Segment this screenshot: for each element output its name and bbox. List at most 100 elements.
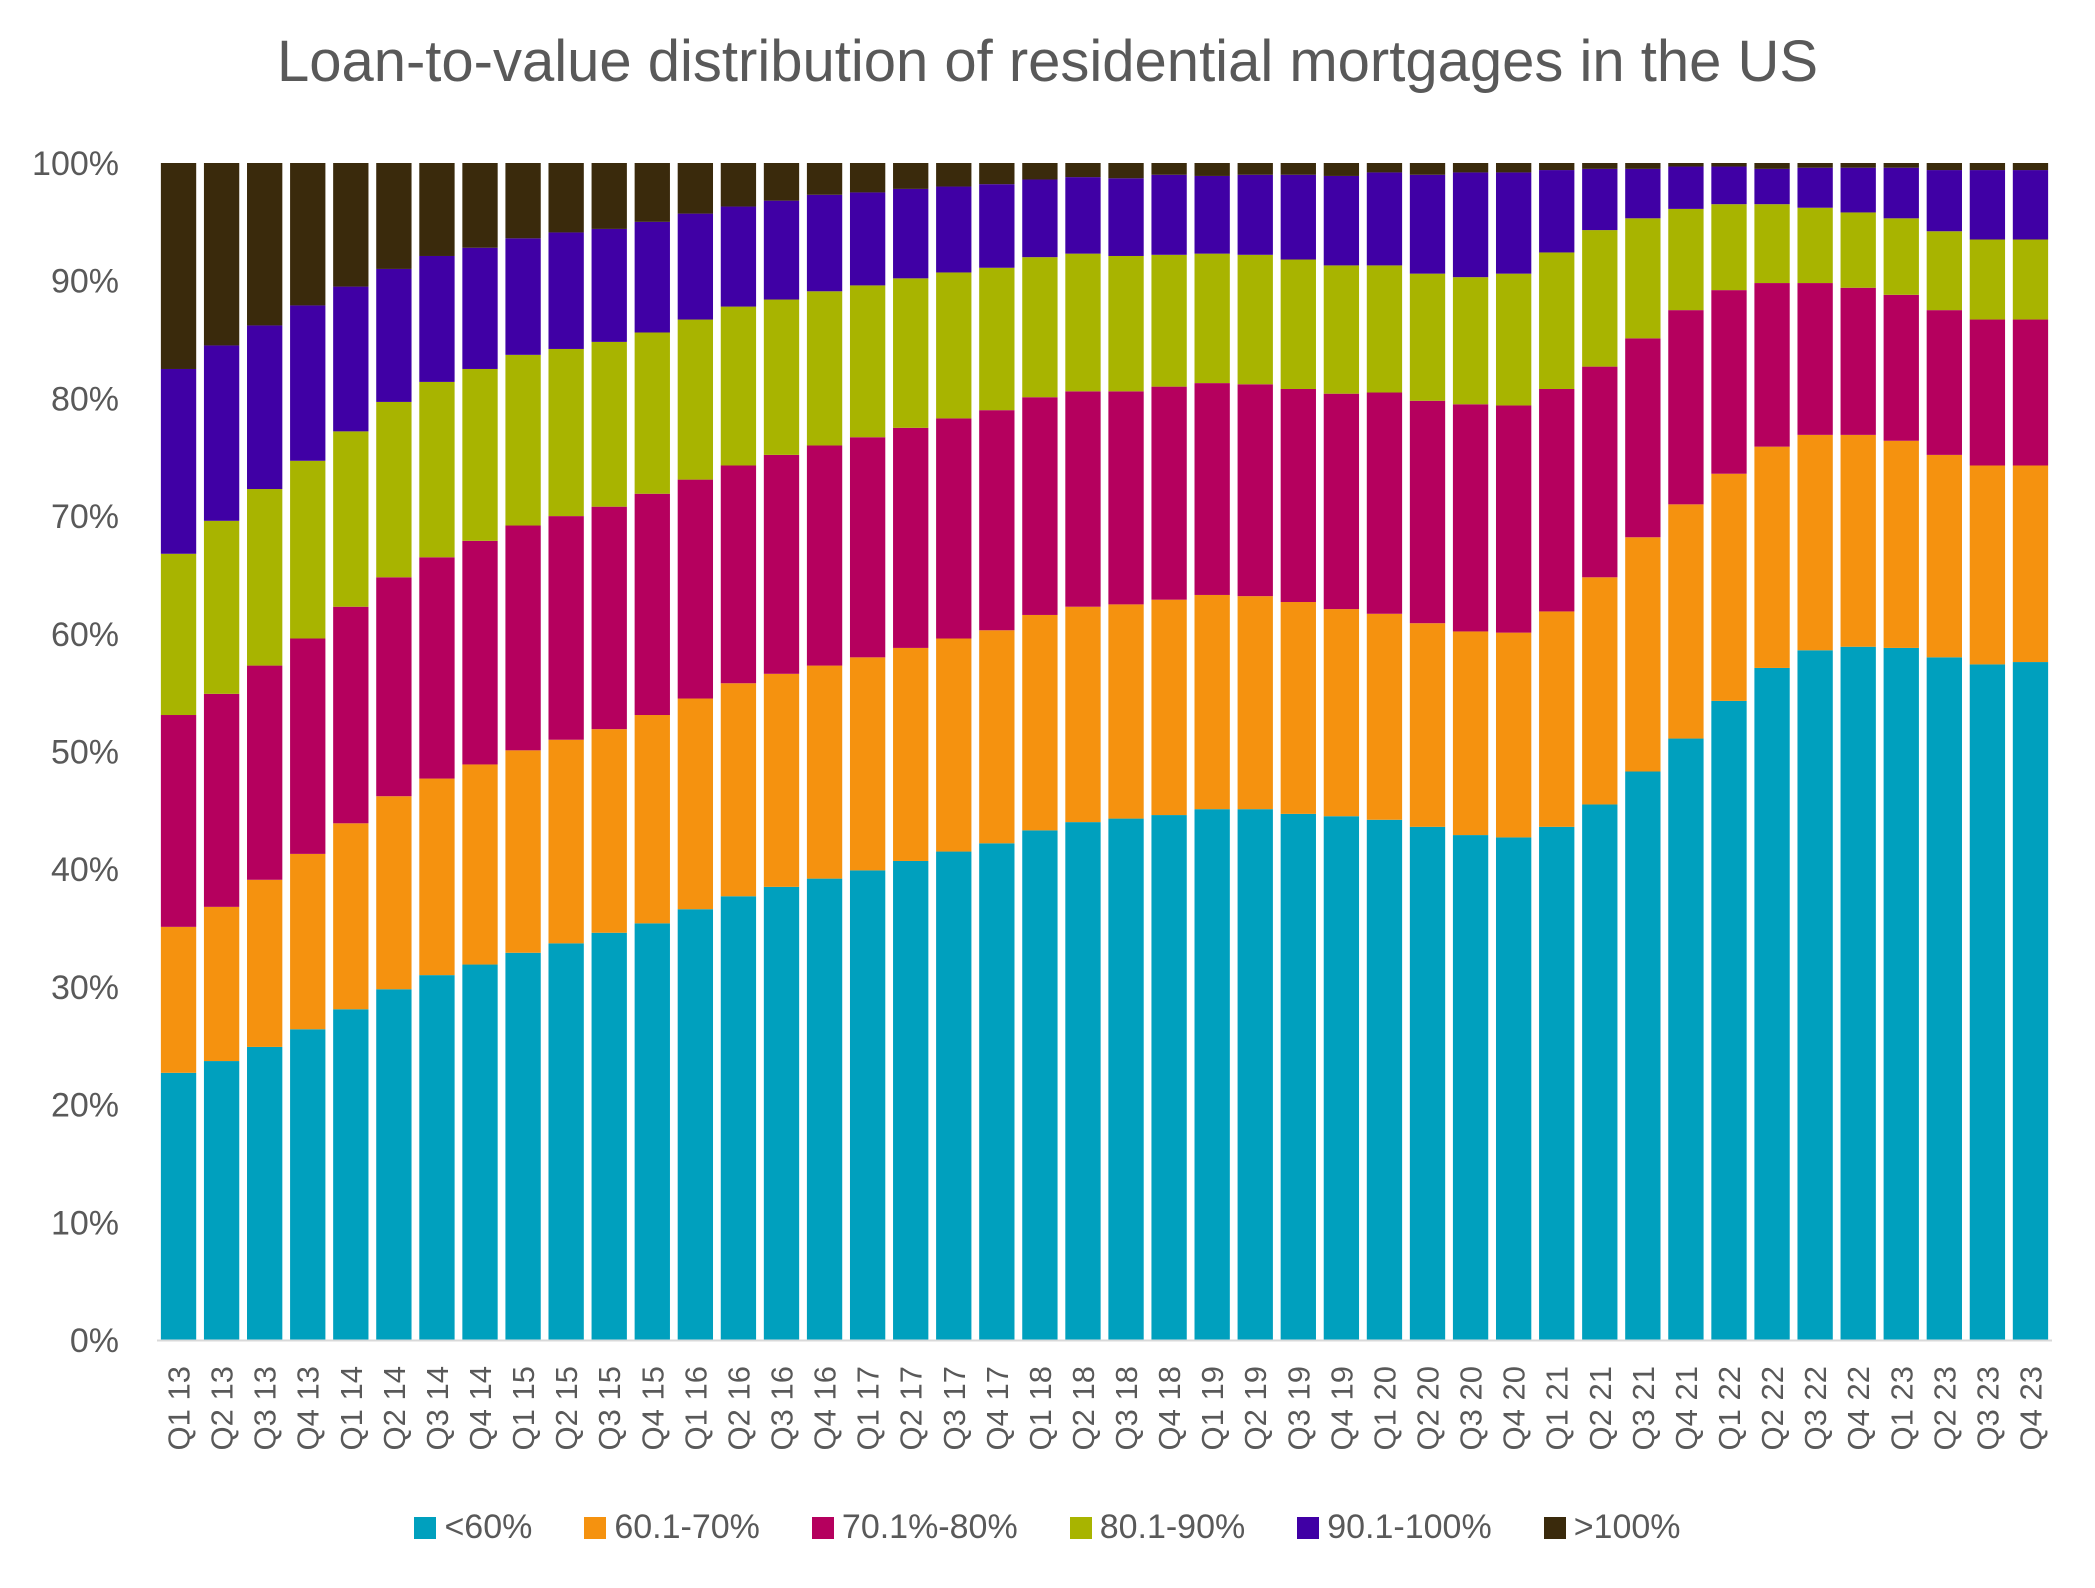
- bar-segment: [1926, 170, 1962, 232]
- bar-segment: [720, 465, 757, 684]
- bar-segment: [462, 163, 498, 248]
- bar-segment: [677, 319, 714, 480]
- x-tick-label: Q2 15: [549, 1366, 584, 1450]
- bar-segment: [462, 540, 498, 765]
- legend-swatch: [414, 1516, 437, 1539]
- x-tick-label: Q2 22: [1755, 1366, 1790, 1450]
- bar-segment: [677, 479, 714, 699]
- x-tick-label: Q3 15: [592, 1366, 627, 1450]
- bar-segment: [1409, 163, 1446, 175]
- bar-segment: [720, 163, 757, 207]
- bar-segment: [2012, 319, 2049, 466]
- bar-segment: [763, 886, 800, 1340]
- bar-segment: [591, 228, 627, 342]
- bar-segment: [936, 186, 972, 273]
- bar-segment: [763, 163, 800, 201]
- bar-segment: [1625, 168, 1661, 219]
- x-tick-label: Q4 17: [980, 1366, 1015, 1450]
- bar-segment: [1108, 178, 1144, 256]
- bar-segment: [1582, 577, 1618, 805]
- bar-segment: [1625, 338, 1661, 538]
- bar-segment: [1108, 818, 1144, 1340]
- bar-segment: [1108, 255, 1144, 392]
- legend-label: <60%: [444, 1508, 533, 1546]
- bar-segment: [1969, 170, 2006, 240]
- bar-segment: [806, 194, 843, 292]
- bar-segment: [1926, 310, 1962, 455]
- bar-segment: [1280, 259, 1316, 389]
- bar-segment: [979, 630, 1015, 844]
- bar-segment: [1237, 384, 1273, 597]
- legend-swatch: [1297, 1516, 1320, 1539]
- bar-segment: [1711, 473, 1747, 701]
- bar-segment: [505, 750, 541, 953]
- bar-segment: [548, 163, 584, 233]
- bar-segment: [376, 796, 412, 990]
- bar-segment: [1194, 163, 1230, 176]
- x-tick-label: Q3 17: [937, 1366, 972, 1450]
- bar-segment: [1754, 283, 1790, 447]
- bar-segment: [1754, 667, 1790, 1340]
- bar-segment: [2012, 465, 2049, 663]
- x-tick-label: Q4 20: [1497, 1366, 1532, 1450]
- bar-segment: [203, 163, 240, 346]
- bar-segment: [849, 437, 886, 658]
- bar-segment: [1366, 172, 1403, 266]
- bar-segment: [1754, 163, 1790, 169]
- bar-segment: [1065, 822, 1101, 1340]
- bar-segment: [936, 272, 972, 419]
- bar-segment: [376, 163, 412, 269]
- bar-segment: [1280, 388, 1316, 603]
- bar-segment: [1409, 273, 1446, 401]
- bar-segment: [1151, 815, 1187, 1340]
- bar-segment: [419, 255, 455, 382]
- bar-segment: [634, 923, 670, 1340]
- bar-segment: [1194, 253, 1230, 384]
- y-tick-label: 20%: [51, 1087, 119, 1125]
- bar-segment: [333, 1009, 369, 1340]
- bar-segment: [1452, 404, 1489, 632]
- bar-segment: [1108, 391, 1144, 605]
- x-tick-label: Q4 22: [1841, 1366, 1876, 1450]
- bar-segment: [1969, 319, 2006, 466]
- bar-segment: [462, 964, 498, 1340]
- legend-swatch: [811, 1516, 834, 1539]
- y-tick-label: 40%: [51, 851, 119, 889]
- bar-segment: [376, 989, 412, 1340]
- x-tick-label: Q4 19: [1324, 1366, 1359, 1450]
- y-tick-label: 30%: [51, 969, 119, 1007]
- bar-segment: [979, 184, 1015, 268]
- bar-segment: [1668, 166, 1704, 209]
- bar-segment: [505, 238, 541, 355]
- bar-segment: [1065, 177, 1101, 254]
- chart-title: Loan-to-value distribution of residentia…: [276, 29, 1819, 94]
- x-tick-label: Q3 14: [420, 1366, 455, 1450]
- legend-swatch: [1069, 1516, 1092, 1539]
- bar-segment: [1237, 809, 1273, 1340]
- bar-segment: [1754, 446, 1790, 668]
- bar-segment: [548, 232, 584, 349]
- bar-segment: [419, 975, 455, 1340]
- x-tick-label: Q3 23: [1970, 1366, 2005, 1450]
- bar-segment: [1452, 172, 1489, 278]
- bar-segment: [1280, 602, 1316, 814]
- bar-segment: [1539, 163, 1575, 171]
- bar-segment: [290, 163, 326, 306]
- bar-segment: [936, 851, 972, 1340]
- bar-segment: [290, 638, 326, 854]
- bar-segment: [333, 823, 369, 1010]
- bar-segment: [1495, 273, 1532, 406]
- bar-segment: [1539, 252, 1575, 389]
- bar-segment: [1151, 599, 1187, 816]
- bar-segment: [1668, 163, 1704, 167]
- bar-segment: [462, 764, 498, 965]
- x-tick-label: Q3 22: [1798, 1366, 1833, 1450]
- bar-segment: [203, 345, 240, 521]
- bar-segment: [247, 489, 283, 666]
- bar-segment: [247, 1046, 283, 1340]
- x-tick-label: Q4 21: [1669, 1366, 1704, 1450]
- bar-segment: [720, 683, 757, 897]
- bar-segment: [849, 657, 886, 871]
- x-tick-label: Q1 18: [1023, 1366, 1058, 1450]
- x-tick-label: Q2 20: [1411, 1366, 1446, 1450]
